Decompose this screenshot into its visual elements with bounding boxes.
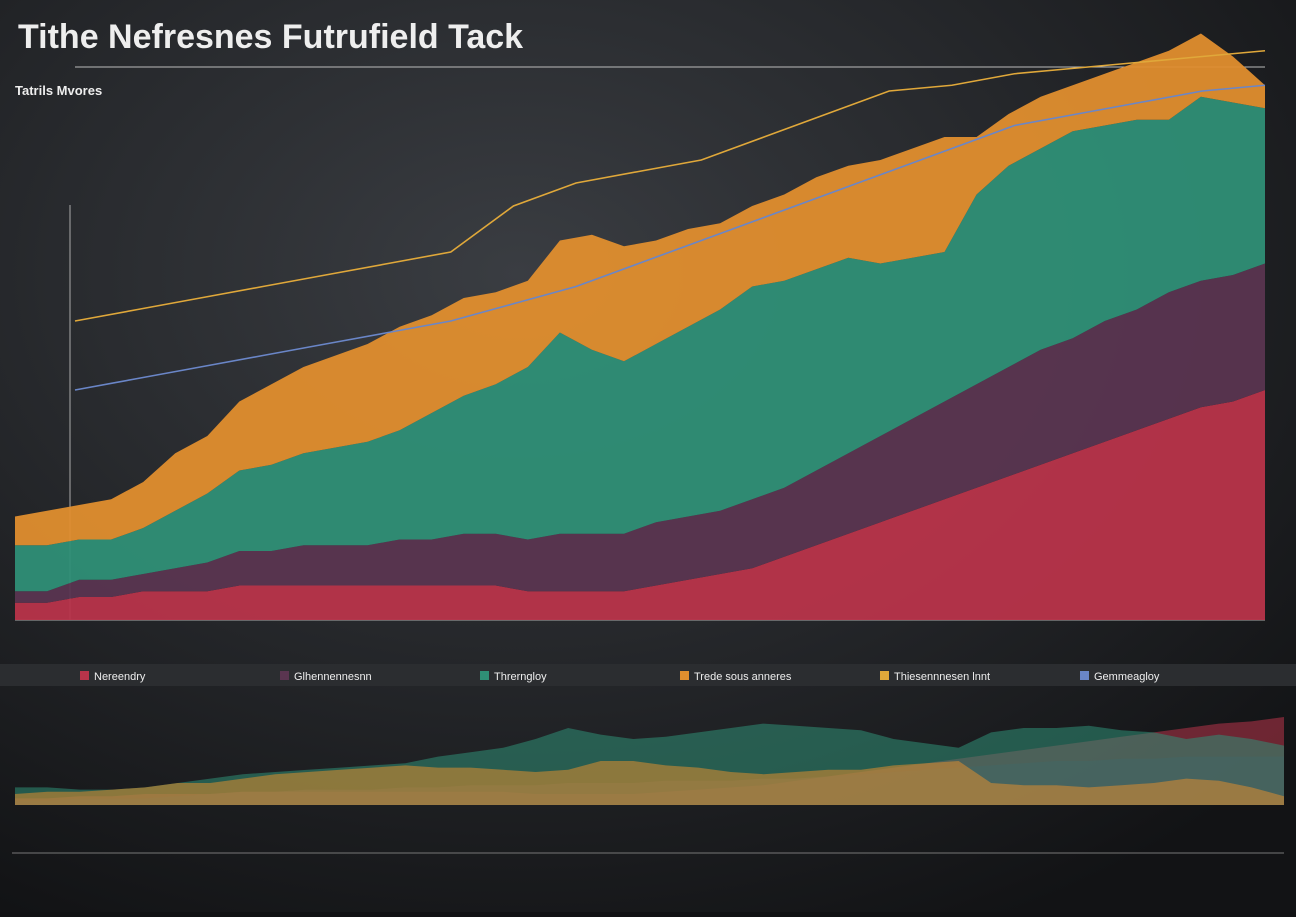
legend-label: Trede sous anneres — [694, 671, 792, 683]
legend-swatch — [680, 671, 689, 680]
chart-title: Tithe Nefresnes Futrufield Tack — [18, 18, 523, 56]
legend-label: Glhennennesnn — [294, 671, 372, 683]
overview-area — [15, 761, 1284, 805]
legend-swatch — [280, 671, 289, 680]
legend-bar — [0, 664, 1296, 686]
legend-swatch — [1080, 671, 1089, 680]
legend-swatch — [880, 671, 889, 680]
legend-label: Thiesennnesen lnnt — [894, 671, 990, 683]
area — [15, 33, 1265, 546]
legend-label: Threrngloy — [494, 671, 547, 683]
legend-label: Nereendry — [94, 671, 146, 683]
area — [15, 390, 1265, 620]
area — [15, 263, 1265, 603]
legend-swatch — [80, 671, 89, 680]
chart-subtitle: Tatrils Mvores — [15, 83, 102, 98]
line — [74, 84, 1266, 391]
area — [15, 96, 1265, 592]
line — [74, 49, 1266, 322]
legend-swatch — [480, 671, 489, 680]
legend-label: Gemmeagloy — [1094, 671, 1160, 683]
